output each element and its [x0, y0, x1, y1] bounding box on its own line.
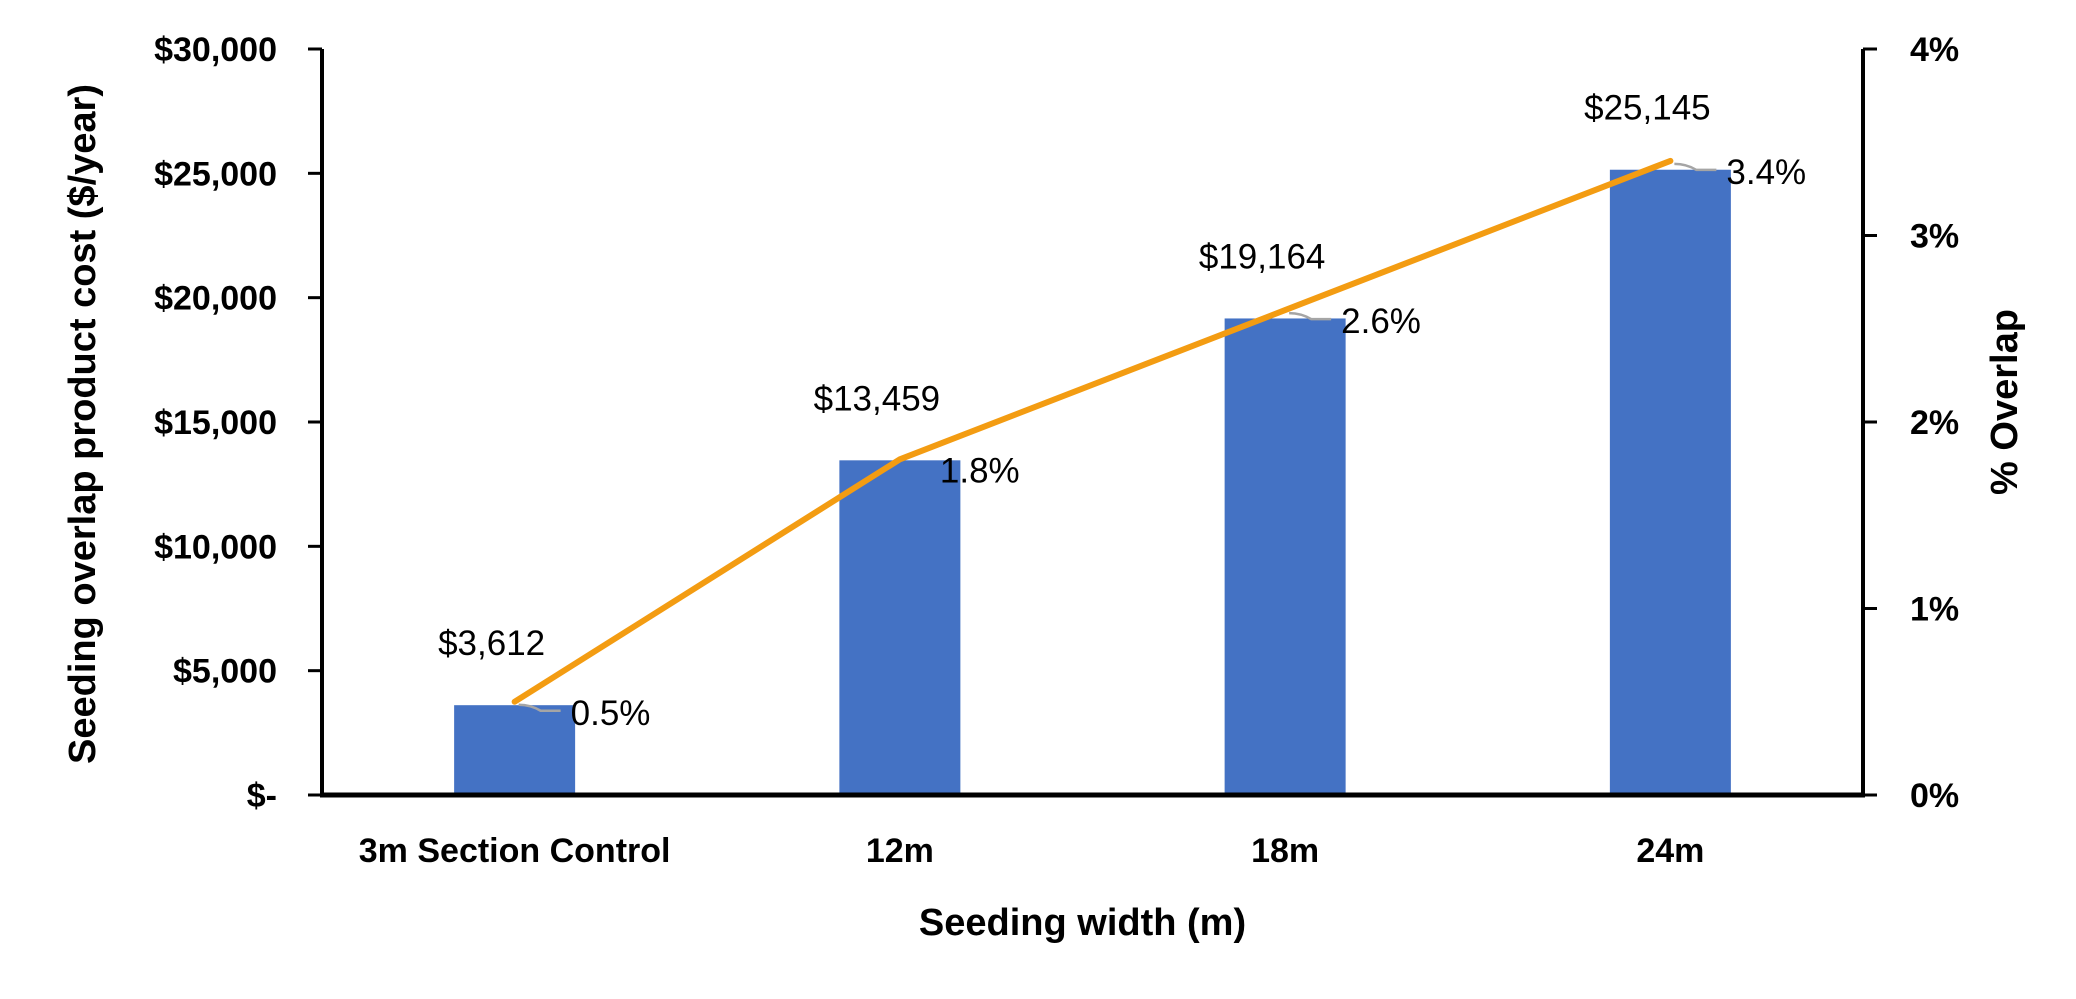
line-value-label-2: 2.6%	[1341, 302, 1421, 341]
y-tick-label-5: $25,000	[154, 155, 277, 193]
y-tick-label-6: $30,000	[154, 31, 277, 69]
line-value-label-1: 1.8%	[940, 451, 1020, 490]
y2-tick-label-1: 1%	[1910, 591, 1959, 629]
y2-tick-label-0: 0%	[1910, 777, 1959, 815]
y-tick-label-4: $20,000	[154, 280, 277, 318]
line-value-label-0: 0.5%	[571, 694, 651, 733]
leader-line-3	[1674, 162, 1717, 172]
leader-line-2	[1289, 311, 1332, 321]
y-tick-label-2: $10,000	[154, 528, 277, 566]
y2-axis-title: % Overlap	[1984, 309, 2026, 495]
x-axis-title: Seeding width (m)	[919, 902, 1246, 944]
bar-2	[1224, 318, 1346, 795]
bar-value-label-1: $13,459	[814, 379, 941, 418]
y-axis-title: Seeding overlap product cost ($/year)	[62, 84, 104, 764]
line-value-label-3: 3.4%	[1726, 153, 1806, 192]
x-tick-label-3: 24m	[1636, 832, 1704, 870]
bar-value-label-2: $19,164	[1199, 237, 1326, 276]
y-tick-label-3: $15,000	[154, 404, 277, 442]
bar-3	[1609, 169, 1731, 795]
labels-layer: $3,612 $13,459 $19,164 $25,145 0.5% 1.8% 2.6% 3…	[438, 89, 1806, 733]
overlap-line	[511, 157, 1674, 705]
bar-value-label-0: $3,612	[438, 624, 545, 663]
y2-tick-label-2: 2%	[1910, 404, 1959, 442]
bar-1	[839, 460, 961, 795]
bar-0	[454, 705, 576, 795]
line-layer	[511, 157, 1674, 705]
bars-layer	[454, 169, 1731, 795]
x-tick-label-0: 3m Section Control	[359, 832, 671, 870]
leader-line-0	[518, 703, 561, 712]
x-tick-label-2: 18m	[1251, 832, 1319, 870]
y2-tick-label-4: 4%	[1910, 31, 1959, 69]
x-tick-label-1: 12m	[866, 832, 934, 870]
axes-layer: $- $5,000 $10,000 $15,000 $20,000 $25,000 $30,…	[154, 31, 1959, 870]
bar-value-label-3: $25,145	[1584, 89, 1711, 128]
y2-tick-label-3: 3%	[1910, 218, 1959, 256]
y-tick-label-1: $5,000	[173, 653, 277, 691]
y-tick-label-0: $-	[247, 777, 277, 815]
